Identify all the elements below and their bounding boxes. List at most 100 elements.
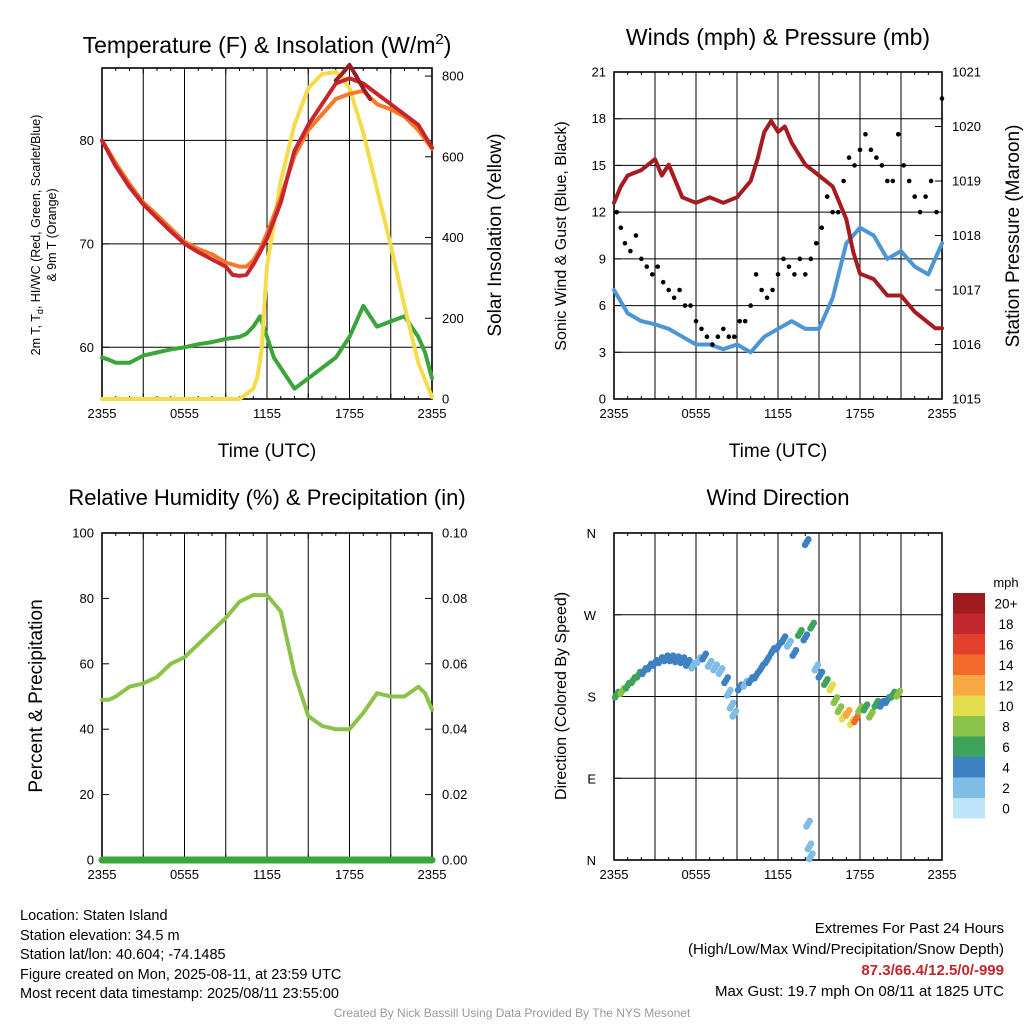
y-axis-label-left: Percent & Precipitation <box>26 599 47 792</box>
gust-point <box>895 131 901 137</box>
direction-point <box>794 632 802 639</box>
x-tick-label: 0555 <box>682 867 711 882</box>
direction-point <box>693 659 701 667</box>
y2-tick-label: 0.00 <box>442 853 467 868</box>
x-tick-label: 1155 <box>764 406 792 421</box>
figure-created: Figure created on Mon, 2025-08-11, at 23… <box>20 966 342 983</box>
gust-point <box>786 264 792 269</box>
direction-point <box>734 686 742 694</box>
chart-panel-temperature <box>101 67 433 400</box>
colorbar-label: 2 <box>1002 781 1010 796</box>
direction-point <box>824 675 831 683</box>
gust-point <box>797 256 803 262</box>
direction-point <box>762 659 769 667</box>
gust-point <box>688 303 693 308</box>
colorbar-swatch <box>953 695 985 716</box>
x-tick-label: 2355 <box>88 406 117 421</box>
y2-tick-label: 1016 <box>952 337 981 352</box>
direction-point <box>814 661 822 669</box>
colorbar-label: 20+ <box>995 597 1018 612</box>
direction-point <box>745 679 753 687</box>
direction-point <box>781 633 789 640</box>
gust-point <box>726 334 732 340</box>
y-tick-label: 12 <box>592 205 606 220</box>
x-tick-label: 1755 <box>846 867 875 882</box>
extremes-description: (High/Low/Max Wind/Precipitation/Snow De… <box>688 941 1004 958</box>
colorbar-label: 8 <box>1002 720 1010 735</box>
direction-point <box>666 657 674 665</box>
direction-point <box>677 659 684 667</box>
colorbar-swatch <box>953 613 985 634</box>
direction-point <box>842 712 850 719</box>
x-tick-label: 2355 <box>418 406 447 421</box>
x-tick-label: 2355 <box>418 867 447 882</box>
series-line-1 <box>100 70 434 401</box>
direction-point <box>805 536 812 543</box>
y2-tick-label: 0.04 <box>442 722 467 737</box>
gust-point <box>885 178 890 184</box>
x-tick-label: 1155 <box>253 867 281 882</box>
direction-point <box>724 674 732 681</box>
y2-tick-label: 0.08 <box>442 591 467 606</box>
gust-point <box>852 163 857 168</box>
direction-point <box>792 646 800 654</box>
chart-title: Winds (mph) & Pressure (mb) <box>626 24 930 50</box>
gust-point <box>775 272 781 277</box>
station-location: Location: Staten Island <box>20 908 168 924</box>
colorbar-label: 14 <box>998 658 1014 673</box>
gust-point <box>748 303 753 308</box>
direction-point <box>767 650 775 658</box>
x-tick-label: 0555 <box>170 867 199 882</box>
direction-point <box>798 626 805 634</box>
y-tick-label: 60 <box>80 656 94 671</box>
station-latlon: Station lat/lon: 40.604; -74.1485 <box>20 947 226 963</box>
y-tick-label: N <box>587 853 596 868</box>
extremes-title: Extremes For Past 24 Hours <box>814 920 1004 937</box>
direction-point <box>628 679 635 687</box>
direction-point <box>713 661 721 669</box>
direction-point <box>704 663 712 670</box>
direction-point <box>805 855 813 863</box>
direction-point <box>887 694 895 701</box>
y-tick-label: 70 <box>80 236 94 251</box>
y-tick-label: 100 <box>72 526 94 541</box>
x-tick-label: 2355 <box>600 867 629 882</box>
direction-point <box>803 823 810 830</box>
series-line-0 <box>100 593 434 732</box>
x-tick-label: 1155 <box>253 406 281 421</box>
gust-point <box>710 342 715 347</box>
gust-point <box>618 225 624 231</box>
y-tick-label: 60 <box>80 340 94 355</box>
direction-point <box>617 690 624 698</box>
gust-point <box>879 163 885 168</box>
gust-point <box>901 163 907 168</box>
gust-point <box>770 287 775 293</box>
gust-point <box>699 326 704 332</box>
direction-point <box>860 706 868 714</box>
y-tick-label: 80 <box>80 133 94 148</box>
direction-point <box>783 643 791 650</box>
station-info: Location: Staten Island Station elevatio… <box>20 907 341 1005</box>
direction-point <box>723 692 731 699</box>
gust-point <box>715 334 721 340</box>
gust-point <box>693 318 699 324</box>
y2-tick-label: 1017 <box>952 283 981 298</box>
y2-tick-label: 600 <box>442 149 464 164</box>
gust-point <box>841 178 846 184</box>
direction-point <box>896 687 904 695</box>
station-elevation: Station elevation: 34.5 m <box>20 927 180 944</box>
y2-tick-label: 800 <box>442 69 464 84</box>
y2-tick-label: 200 <box>442 311 464 326</box>
direction-point <box>686 656 693 664</box>
y-tick-label: E <box>587 771 596 786</box>
direction-point <box>834 708 842 716</box>
colorbar-label: 12 <box>998 679 1013 694</box>
direction-point <box>708 657 715 665</box>
colorbar-swatch <box>953 654 985 675</box>
gust-point <box>666 287 671 293</box>
direction-point <box>773 645 780 653</box>
gust-point <box>928 178 934 184</box>
y2-tick-label: 400 <box>442 230 464 245</box>
direction-point <box>804 845 812 853</box>
x-tick-label: 1755 <box>335 406 364 421</box>
